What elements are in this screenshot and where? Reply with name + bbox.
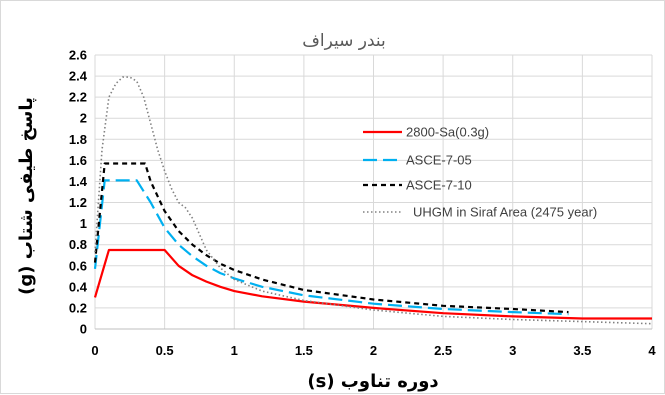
y-tick-label: 1.6 xyxy=(69,153,87,168)
x-tick-label: 0 xyxy=(91,343,98,358)
legend-label-1: 2800-Sa(0.3g) xyxy=(406,125,489,140)
y-tick-label: 0.8 xyxy=(69,237,87,252)
chart-title: بندر سیراف xyxy=(302,31,386,51)
y-tick-label: 1 xyxy=(80,216,87,231)
series-line-4 xyxy=(94,76,653,325)
y-axis-label: پاسخ طیفی شتاب (g) xyxy=(16,97,37,295)
y-tick-label: 0 xyxy=(80,322,87,337)
y-tick-label: 0.2 xyxy=(69,300,87,315)
x-tick-label: 0.5 xyxy=(156,343,174,358)
y-tick-label: 2 xyxy=(80,111,87,126)
x-tick-label: 3 xyxy=(509,343,516,358)
series-lines xyxy=(93,76,653,325)
x-tick-label: 1 xyxy=(231,343,238,358)
grid xyxy=(94,54,653,330)
y-tick-label: 1.2 xyxy=(69,195,87,210)
series-line-3 xyxy=(93,162,569,314)
legend-label-2: ASCE-7-05 xyxy=(406,153,472,168)
axes: 0 0.2 0.4 0.6 0.8 1 1.2 1.4 1.6 1.8 2 2.2 2.4 2.6 0 0.5… xyxy=(69,48,656,359)
x-tick-label: 1.5 xyxy=(295,343,313,358)
x-axis-label: دوره تناوب (s) xyxy=(307,371,438,392)
y-tick-label: 1.4 xyxy=(69,174,88,189)
y-tick-label: 2.2 xyxy=(69,90,87,105)
y-tick-label: 0.6 xyxy=(69,258,87,273)
x-tick-label: 4 xyxy=(648,343,656,358)
legend-label-4: UHGM in Siraf Area (2475 year) xyxy=(413,205,597,220)
x-tick-label: 2 xyxy=(370,343,377,358)
y-tick-label: 0.4 xyxy=(69,279,88,294)
y-tick-label: 2.4 xyxy=(69,69,88,84)
y-tick-label: 2.6 xyxy=(69,48,87,63)
legend: 2800-Sa(0.3g) ASCE-7-05 ASCE-7-10 UHGM in S… xyxy=(363,125,597,220)
y-tick-label: 1.8 xyxy=(69,132,87,147)
series-line-2 xyxy=(93,179,569,316)
legend-label-3: ASCE-7-10 xyxy=(406,178,472,193)
series-line-1 xyxy=(93,248,652,320)
x-tick-label: 2.5 xyxy=(434,343,452,358)
x-tick-label: 3.5 xyxy=(573,343,591,358)
